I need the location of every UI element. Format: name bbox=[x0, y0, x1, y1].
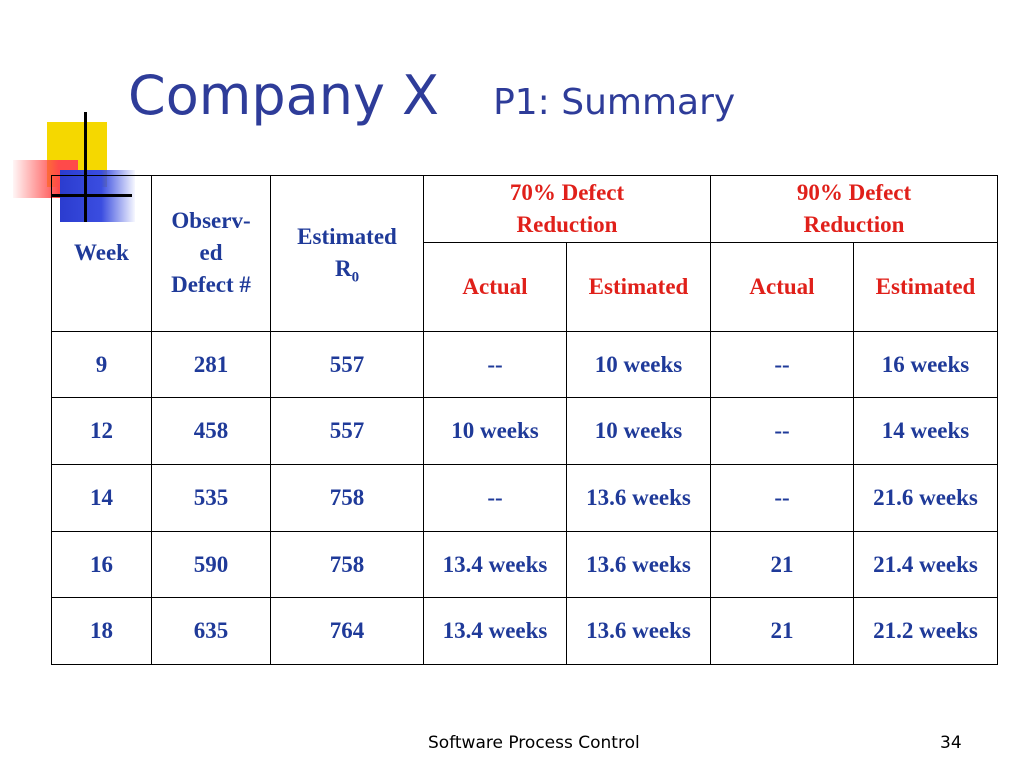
page-number: 34 bbox=[940, 733, 962, 753]
cell-week: 12 bbox=[51, 397, 152, 466]
summary-table: Week Observ- ed Defect # Estimated R0 70… bbox=[51, 175, 998, 665]
cell-observed: 281 bbox=[151, 330, 271, 399]
header-estimated-r0: Estimated R0 bbox=[270, 175, 424, 332]
cell-r0: 764 bbox=[270, 597, 424, 665]
header-estimated-70: Estimated bbox=[566, 241, 711, 332]
cell-observed: 535 bbox=[151, 464, 271, 532]
cell-estimated-70: 10 weeks bbox=[566, 330, 711, 399]
table-row: 18 635 764 13.4 weeks 13.6 weeks 21 21.2… bbox=[51, 597, 998, 665]
header-actual-70: Actual bbox=[423, 241, 567, 332]
slide-title: Company X P1: Summary bbox=[128, 64, 735, 134]
cell-estimated-70: 10 weeks bbox=[566, 397, 711, 466]
cell-week: 16 bbox=[51, 530, 152, 599]
header-group-90: 90% Defect Reduction bbox=[710, 175, 998, 243]
cell-r0: 758 bbox=[270, 530, 424, 599]
cell-estimated-90: 16 weeks bbox=[853, 330, 998, 399]
header-row-bottom: Actual Estimated Actual Estimated bbox=[52, 241, 998, 332]
cell-week: 9 bbox=[51, 330, 152, 399]
cell-actual-70: -- bbox=[423, 464, 567, 532]
title-subtitle: P1: Summary bbox=[493, 82, 736, 123]
cell-actual-70: 13.4 weeks bbox=[423, 597, 567, 665]
title-main: Company X bbox=[128, 64, 440, 127]
cell-r0: 557 bbox=[270, 397, 424, 466]
cell-estimated-90: 21.6 weeks bbox=[853, 464, 998, 532]
table-row: 16 590 758 13.4 weeks 13.6 weeks 21 21.4… bbox=[51, 530, 998, 599]
cell-r0: 758 bbox=[270, 464, 424, 532]
header-observed-defects: Observ- ed Defect # bbox=[151, 175, 271, 332]
cell-estimated-90: 21.4 weeks bbox=[853, 530, 998, 599]
footer-text: Software Process Control bbox=[428, 733, 640, 753]
table-row: 12 458 557 10 weeks 10 weeks -- 14 weeks bbox=[51, 397, 998, 466]
cell-estimated-90: 21.2 weeks bbox=[853, 597, 998, 665]
cell-actual-70: 13.4 weeks bbox=[423, 530, 567, 599]
cell-estimated-70: 13.6 weeks bbox=[566, 530, 711, 599]
cell-actual-90: -- bbox=[710, 464, 854, 532]
cell-actual-70: 10 weeks bbox=[423, 397, 567, 466]
header-estimated-90: Estimated bbox=[853, 241, 998, 332]
cell-r0: 557 bbox=[270, 330, 424, 399]
cell-actual-90: -- bbox=[710, 330, 854, 399]
table-row: 14 535 758 -- 13.6 weeks -- 21.6 weeks bbox=[51, 464, 998, 532]
cell-estimated-90: 14 weeks bbox=[853, 397, 998, 466]
header-week: Week bbox=[51, 175, 152, 332]
table-row: 9 281 557 -- 10 weeks -- 16 weeks bbox=[51, 330, 998, 399]
header-actual-90: Actual bbox=[710, 241, 854, 332]
cell-week: 18 bbox=[51, 597, 152, 665]
cell-actual-90: -- bbox=[710, 397, 854, 466]
header-group-70: 70% Defect Reduction bbox=[423, 175, 711, 243]
cell-estimated-70: 13.6 weeks bbox=[566, 464, 711, 532]
logo-vertical-line bbox=[84, 112, 87, 222]
cell-observed: 458 bbox=[151, 397, 271, 466]
header-row-top: Week Observ- ed Defect # Estimated R0 70… bbox=[51, 175, 998, 332]
cell-actual-90: 21 bbox=[710, 530, 854, 599]
cell-estimated-70: 13.6 weeks bbox=[566, 597, 711, 665]
cell-observed: 635 bbox=[151, 597, 271, 665]
cell-actual-90: 21 bbox=[710, 597, 854, 665]
cell-observed: 590 bbox=[151, 530, 271, 599]
cell-week: 14 bbox=[51, 464, 152, 532]
cell-actual-70: -- bbox=[423, 330, 567, 399]
